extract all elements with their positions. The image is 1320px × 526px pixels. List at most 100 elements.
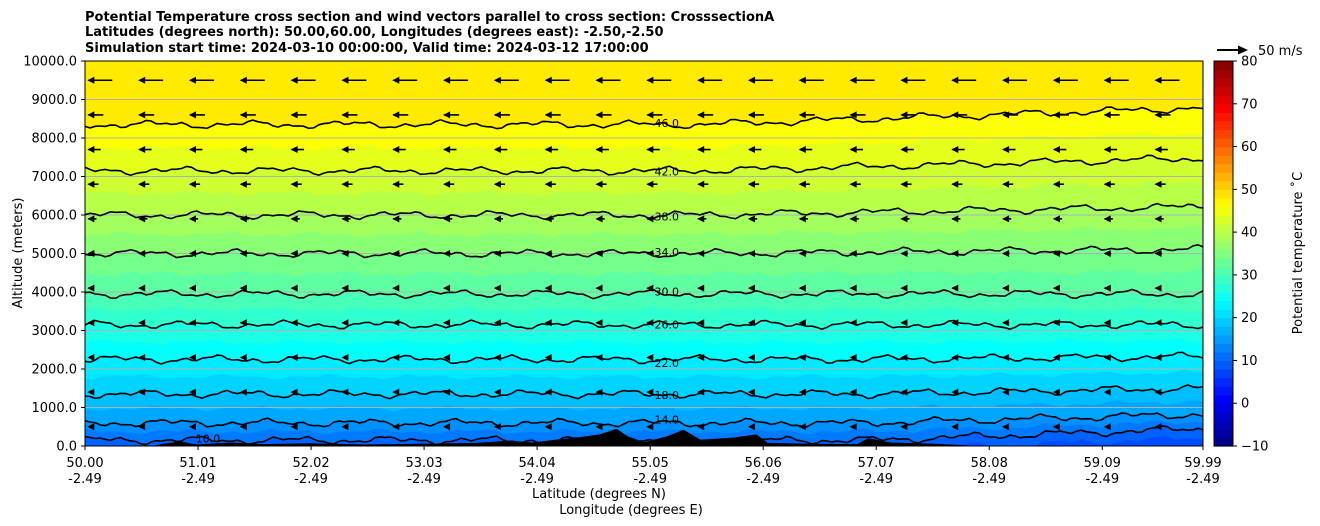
colorbar-segment [1214,197,1233,208]
wind-vector-head [290,284,298,292]
wind-vector-head [849,388,857,396]
y-tick-label: 1000.0 [32,401,78,416]
temperature-band [85,420,1203,446]
x-tick-label-lon: -2.49 [181,472,215,487]
colorbar-segment [1214,369,1233,379]
wind-vector-head [697,250,705,257]
wind-vector-head [900,284,908,292]
wind-vector-head [239,146,247,154]
colorbar-segment [1214,274,1233,285]
colorbar-segment [1214,309,1233,319]
wind-vector-head [239,250,247,257]
x-tick-label-lat: 55.05 [632,456,669,471]
x-tick-label-lat: 59.99 [1184,456,1221,471]
wind-vector-head [544,388,552,396]
colorbar-segment [1214,138,1233,148]
plot-area: 10.0 14.0 18.0 22.0 26.0 30.0 34.0 38.0 42.0 46.0 [84,60,1204,447]
wind-vector-head [900,388,908,396]
wind-vector-head [900,319,908,327]
wind-vector-head [646,423,654,431]
y-axis-label: Altitude (meters) [11,198,26,309]
contour-label: 14.0 [655,414,680,427]
colorbar-tick-label: 40 [1241,226,1258,241]
wind-vector-head [951,146,959,154]
wind-vector-head [188,423,196,431]
colorbar-segment [1214,146,1233,156]
colorbar-tick-label: 30 [1241,268,1258,283]
wind-vector-head [900,111,908,119]
wind-vector-head [900,146,908,154]
x-tick-label-lat: 51.01 [179,456,216,471]
wind-vector-head [239,215,247,223]
wind-vector-head [747,353,755,361]
wind-vector-head [392,146,400,154]
wind-vector-head [188,388,196,396]
colorbar-segment [1214,351,1233,362]
wind-vector-head [697,353,705,361]
wind-vector-head [1052,111,1060,119]
wind-vector-head [1052,146,1060,154]
wind-vector-head [1002,353,1010,361]
wind-vector-head [646,250,654,257]
wind-vector-head [1154,284,1162,292]
wind-vector-head [951,353,959,361]
y-tick-label: 0.0 [56,440,77,455]
y-tick-label: 4000.0 [32,286,78,301]
wind-vector-head [87,76,95,84]
wind-vector-head [1103,215,1111,223]
wind-vector-head [87,146,95,154]
wind-vector-head [392,250,400,257]
wind-vector-head [1002,423,1010,431]
wind-vector-head [1052,319,1060,327]
wind-vector-head [1052,250,1060,257]
wind-vector-head [290,353,298,361]
wind-vector-head [544,319,552,327]
colorbar-segment [1214,180,1233,190]
wind-vector-head [595,250,603,257]
contour-line [85,425,1203,446]
wind-vector-head [1103,319,1111,327]
colorbar-segment [1214,411,1233,421]
y-axis: 0.0 1000.0 2000.0 3000.0 4000.0 5000.0 6000.0 7… [23,55,85,455]
wind-vector-head [392,319,400,327]
colorbar-tick-label: −10 [1241,440,1268,455]
wind-vector-head [646,284,654,292]
colorbar-segment [1214,394,1233,404]
wind-vector-head [443,215,451,223]
wind-vector-head [87,180,95,188]
quiver-key-label: 50 m/s [1258,44,1303,59]
wind-vector-head [951,319,959,327]
wind-vector-head [951,76,959,84]
wind-vectors [87,76,1180,431]
wind-vector-head [1103,76,1111,84]
wind-vector-head [798,250,806,257]
wind-vector-head [188,284,196,292]
wind-vector-head [188,146,196,154]
x-tick-label-lat: 59.09 [1084,456,1121,471]
wind-vector-head [138,388,146,396]
chart-title-line-2: Latitudes (degrees north): 50.00,60.00, … [85,25,664,40]
wind-vector-head [392,180,400,188]
colorbar-segment [1214,249,1233,259]
colorbar-segment [1214,206,1233,216]
colorbar-segment [1214,420,1233,430]
colorbar-segment [1214,300,1233,310]
wind-vector-head [1052,76,1060,84]
wind-vector-head [341,146,349,154]
wind-vector-head [239,111,247,119]
wind-vector-head [697,180,705,188]
wind-vector-head [290,319,298,327]
wind-vector-head [1154,111,1162,119]
wind-vector-head [188,111,196,119]
wind-vector-head [951,388,959,396]
wind-vector-head [697,215,705,223]
colorbar-segment [1214,257,1233,267]
wind-vector-head [697,111,705,119]
wind-vector-head [900,250,908,257]
wind-vector-head [1052,353,1060,361]
wind-vector-head [595,76,603,84]
wind-vector-head [697,76,705,84]
wind-vector-head [951,284,959,292]
wind-vector-head [798,76,806,84]
wind-vector-head [1103,353,1111,361]
